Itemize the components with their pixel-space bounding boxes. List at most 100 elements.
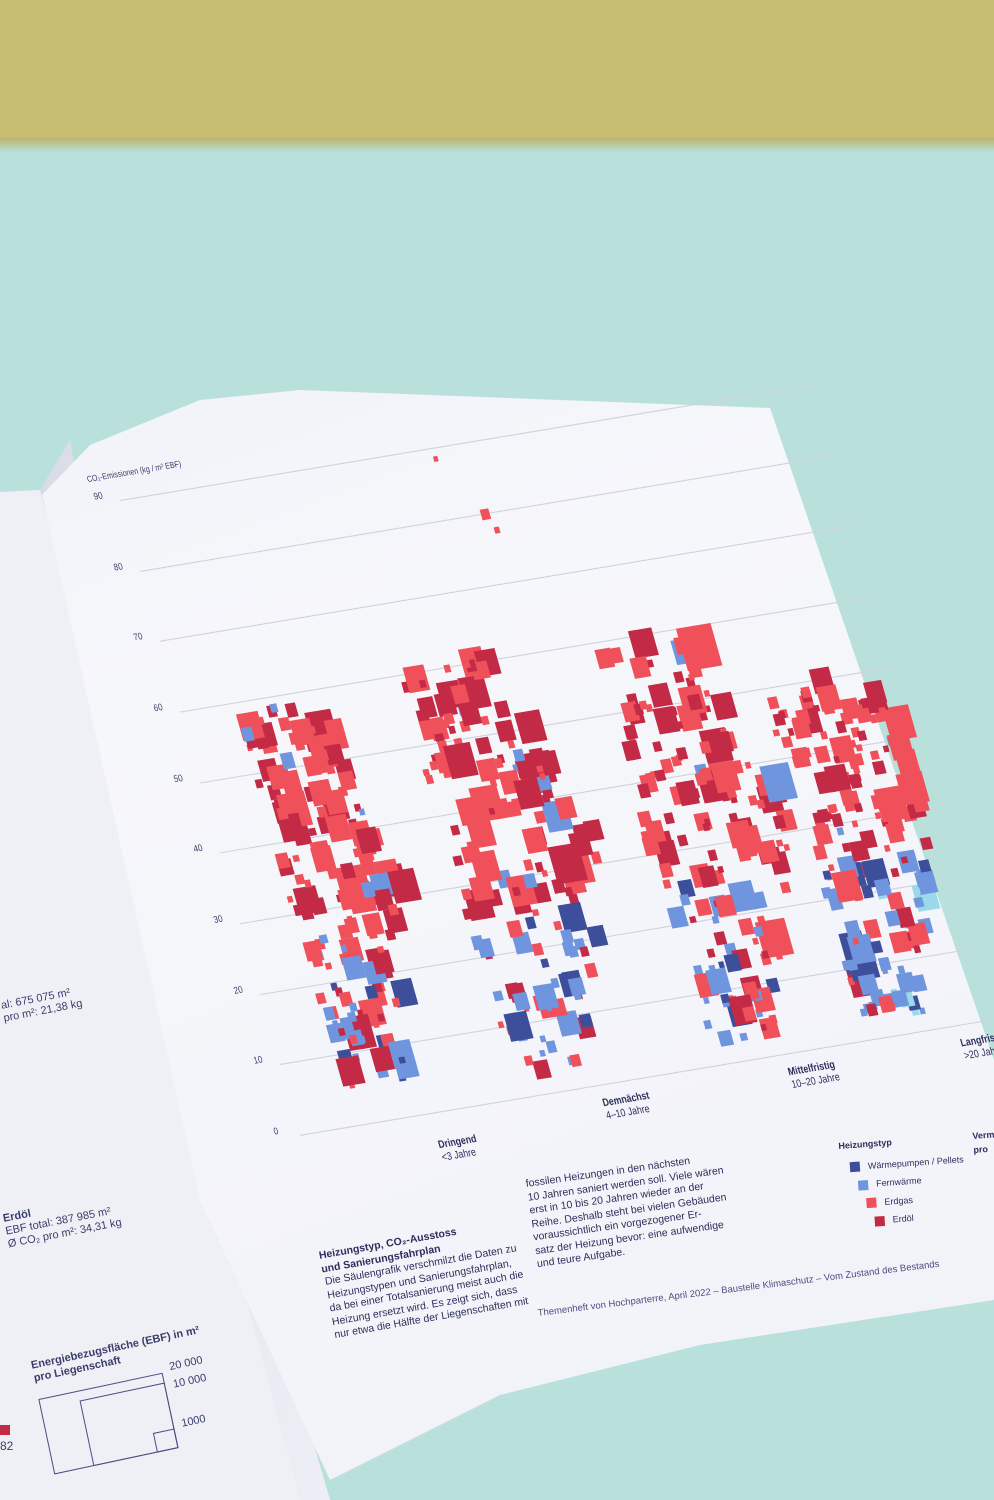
building-square [638, 700, 649, 710]
building-square [512, 991, 531, 1011]
building-square [872, 759, 887, 776]
legend-label: Erdöl [892, 1212, 914, 1225]
building-square [523, 859, 534, 871]
building-square [706, 947, 716, 959]
building-square [553, 920, 563, 931]
building-square [739, 1032, 749, 1042]
building-square [706, 849, 718, 861]
building-square [512, 748, 526, 763]
building-square [835, 826, 845, 836]
building-square [675, 623, 723, 672]
building-square [358, 808, 366, 816]
building-square [779, 881, 792, 894]
building-square [676, 834, 689, 847]
building-square [514, 709, 548, 744]
building-square [269, 703, 279, 713]
swatch-icon [857, 1179, 869, 1191]
building-square [812, 704, 821, 713]
building-square [507, 740, 516, 749]
building-square [767, 696, 780, 710]
building-square [772, 728, 781, 737]
building-square [493, 526, 501, 534]
building-square [539, 1049, 547, 1057]
building-square [292, 854, 301, 863]
legend-item-erdgas: Erdgas [866, 1190, 967, 1210]
building-square [335, 1055, 366, 1087]
erdoel-swatch [0, 1425, 10, 1435]
building-square [493, 700, 512, 719]
building-square [376, 945, 385, 954]
building-square [713, 931, 728, 946]
building-square [870, 940, 884, 954]
building-square [857, 730, 868, 742]
building-square [920, 836, 934, 851]
building-square [703, 1019, 713, 1029]
building-square [303, 878, 313, 889]
building-square [308, 827, 317, 837]
building-square [830, 813, 845, 828]
building-square [688, 915, 697, 924]
building-square [531, 1058, 552, 1080]
building-square [503, 1010, 534, 1043]
building-square [813, 745, 831, 764]
legend-label: Fernwärme [875, 1175, 922, 1189]
building-square [448, 725, 456, 734]
building-square [284, 702, 299, 718]
partial-legend-sub: pro [973, 1143, 989, 1155]
building-square [495, 719, 517, 743]
building-square [702, 996, 710, 1005]
building-square [853, 803, 864, 813]
building-square [561, 941, 576, 957]
partial-legend-title: Verm [972, 1129, 994, 1141]
building-square [324, 962, 333, 971]
building-square [717, 866, 725, 874]
building-square [497, 1021, 505, 1029]
building-square [569, 1053, 582, 1067]
building-square [709, 692, 738, 721]
building-square [584, 962, 599, 978]
building-square [432, 456, 439, 463]
gridline [159, 525, 851, 643]
building-square [717, 1030, 734, 1048]
swatch-icon [874, 1215, 886, 1227]
building-square [822, 869, 832, 880]
building-square [848, 773, 863, 789]
legend-label: Erdgas [884, 1194, 914, 1207]
building-square [652, 741, 663, 753]
building-square [470, 935, 485, 951]
building-square [318, 934, 329, 945]
building-square [890, 868, 900, 877]
building-square [883, 844, 891, 852]
building-square [523, 1055, 534, 1066]
building-square [579, 946, 590, 958]
building-square [286, 895, 294, 903]
building-square [819, 731, 829, 740]
footer-sep: – [815, 1273, 823, 1285]
building-square [752, 937, 760, 946]
building-square [531, 943, 545, 957]
building-square [545, 1040, 558, 1054]
building-square [800, 746, 812, 759]
building-square [479, 508, 492, 521]
building-square [672, 670, 685, 684]
building-square [521, 826, 548, 854]
building-square [585, 924, 609, 948]
building-square [505, 919, 524, 938]
building-square [531, 908, 540, 917]
legend-label: Wärmepumpen / Pellets [867, 1153, 965, 1171]
partial-legend: Verm pro [972, 1128, 994, 1156]
building-square [912, 945, 922, 954]
building-square [663, 812, 675, 825]
building-square [578, 1012, 594, 1028]
building-square [812, 844, 828, 861]
building-square [622, 724, 639, 741]
building-square [662, 878, 672, 889]
background-wall [0, 0, 994, 150]
gridline [180, 596, 871, 713]
legend: Heizungstyp Wärmepumpen / Pellets Fernwä… [838, 1131, 968, 1235]
building-square [870, 750, 880, 761]
building-square [756, 915, 766, 926]
building-square [540, 958, 550, 969]
legend-item-fernwaerme: Fernwärme [857, 1171, 966, 1192]
building-square [541, 869, 549, 877]
